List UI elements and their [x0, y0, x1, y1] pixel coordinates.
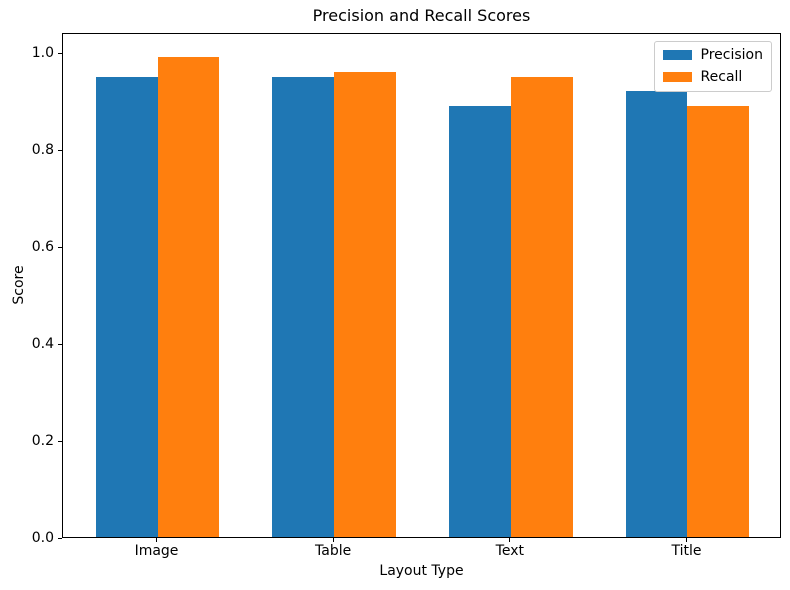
bar-recall-table: [334, 71, 396, 537]
bar-recall-title: [687, 105, 750, 537]
x-tick-label-table: Table: [315, 543, 352, 559]
y-tick-mark: [58, 537, 62, 539]
bar-precision-table: [272, 76, 335, 537]
x-tick-label-text: Text: [495, 543, 524, 559]
y-tick-mark: [58, 343, 62, 345]
y-tick-mark: [58, 246, 62, 248]
legend-label: Precision: [700, 47, 763, 63]
bar-recall-text: [510, 76, 573, 537]
y-tick-label: 1.0: [31, 44, 54, 61]
y-tick-label: 0.6: [31, 238, 54, 255]
y-tick-mark: [58, 52, 62, 54]
x-axis-label: Layout Type: [379, 563, 464, 579]
legend: Precision Recall: [653, 41, 772, 92]
legend-swatch-recall: [662, 72, 692, 82]
plot-area: Precision Recall: [62, 33, 781, 538]
legend-item-precision: Precision: [662, 47, 763, 63]
y-tick-label: 0.2: [31, 432, 54, 449]
x-tick-mark: [332, 538, 334, 542]
x-tick-mark: [509, 538, 511, 542]
legend-label: Recall: [700, 69, 743, 85]
y-tick-label: 0.0: [31, 529, 54, 546]
bar-precision-title: [625, 91, 688, 537]
y-tick-mark: [58, 149, 62, 151]
bars-layer: [63, 34, 780, 537]
bar-recall-image: [157, 57, 220, 537]
chart-title: Precision and Recall Scores: [312, 6, 531, 25]
y-tick-label: 0.4: [31, 335, 54, 352]
y-tick-mark: [58, 440, 62, 442]
y-tick-label: 0.8: [31, 141, 54, 158]
x-tick-mark: [156, 538, 157, 542]
x-tick-mark: [685, 538, 687, 542]
bar-precision-text: [448, 105, 511, 537]
x-tick-label-image: Image: [134, 543, 179, 559]
bar-precision-image: [95, 76, 158, 537]
legend-swatch-precision: [662, 50, 692, 60]
legend-item-recall: Recall: [662, 69, 763, 85]
x-tick-label-title: Title: [671, 543, 702, 559]
